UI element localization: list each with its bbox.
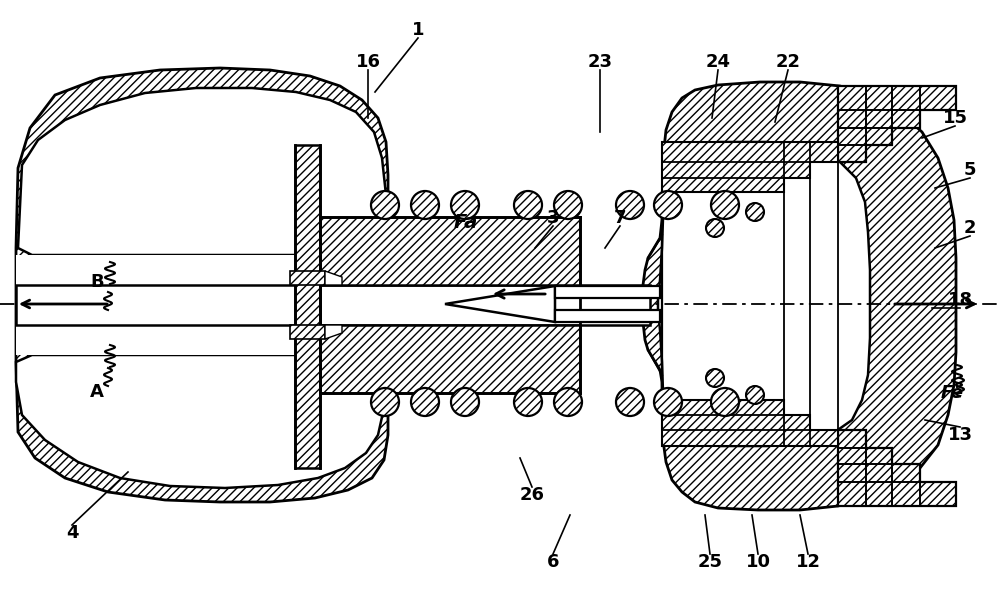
Polygon shape bbox=[445, 286, 555, 322]
Text: 7: 7 bbox=[614, 209, 626, 227]
Circle shape bbox=[746, 203, 764, 221]
Polygon shape bbox=[290, 271, 325, 285]
Circle shape bbox=[746, 386, 764, 404]
Circle shape bbox=[514, 388, 542, 416]
Polygon shape bbox=[325, 271, 342, 285]
Text: 3: 3 bbox=[547, 209, 559, 227]
Text: 6: 6 bbox=[547, 553, 559, 571]
Text: 26: 26 bbox=[520, 486, 544, 504]
Polygon shape bbox=[320, 325, 580, 393]
Text: 23: 23 bbox=[588, 53, 612, 71]
Text: 16: 16 bbox=[356, 53, 380, 71]
Text: B: B bbox=[90, 273, 104, 291]
Polygon shape bbox=[16, 255, 396, 355]
Text: 25: 25 bbox=[698, 553, 722, 571]
Text: 15: 15 bbox=[942, 109, 968, 127]
Circle shape bbox=[654, 388, 682, 416]
Circle shape bbox=[514, 191, 542, 219]
Polygon shape bbox=[290, 325, 325, 339]
Text: 12: 12 bbox=[796, 553, 820, 571]
Circle shape bbox=[371, 191, 399, 219]
Text: 18: 18 bbox=[947, 291, 973, 309]
Polygon shape bbox=[643, 82, 956, 510]
Circle shape bbox=[706, 219, 724, 237]
Text: 13: 13 bbox=[948, 426, 972, 444]
Text: 1: 1 bbox=[412, 21, 424, 39]
Polygon shape bbox=[658, 142, 870, 446]
Circle shape bbox=[554, 191, 582, 219]
Polygon shape bbox=[555, 286, 660, 298]
Text: A: A bbox=[90, 383, 104, 401]
Circle shape bbox=[451, 191, 479, 219]
Polygon shape bbox=[16, 355, 388, 488]
Text: 5: 5 bbox=[964, 161, 976, 179]
Circle shape bbox=[616, 191, 644, 219]
Polygon shape bbox=[662, 400, 838, 446]
Polygon shape bbox=[295, 145, 320, 468]
Text: 22: 22 bbox=[776, 53, 800, 71]
Circle shape bbox=[616, 388, 644, 416]
Text: 24: 24 bbox=[706, 53, 730, 71]
Polygon shape bbox=[555, 310, 660, 322]
Polygon shape bbox=[838, 430, 956, 506]
Text: 10: 10 bbox=[746, 553, 770, 571]
Polygon shape bbox=[838, 86, 956, 162]
Circle shape bbox=[706, 369, 724, 387]
Text: Fe: Fe bbox=[940, 384, 964, 402]
Text: 2: 2 bbox=[964, 219, 976, 237]
Circle shape bbox=[411, 388, 439, 416]
Circle shape bbox=[371, 388, 399, 416]
Polygon shape bbox=[662, 142, 838, 192]
Polygon shape bbox=[325, 325, 342, 339]
Circle shape bbox=[451, 388, 479, 416]
Polygon shape bbox=[18, 88, 388, 255]
Polygon shape bbox=[320, 217, 580, 285]
Circle shape bbox=[554, 388, 582, 416]
Circle shape bbox=[654, 191, 682, 219]
Circle shape bbox=[711, 191, 739, 219]
Circle shape bbox=[711, 388, 739, 416]
Text: Fa: Fa bbox=[454, 213, 478, 232]
Text: 4: 4 bbox=[66, 524, 78, 542]
Polygon shape bbox=[16, 285, 650, 325]
Polygon shape bbox=[16, 68, 396, 502]
Circle shape bbox=[411, 191, 439, 219]
